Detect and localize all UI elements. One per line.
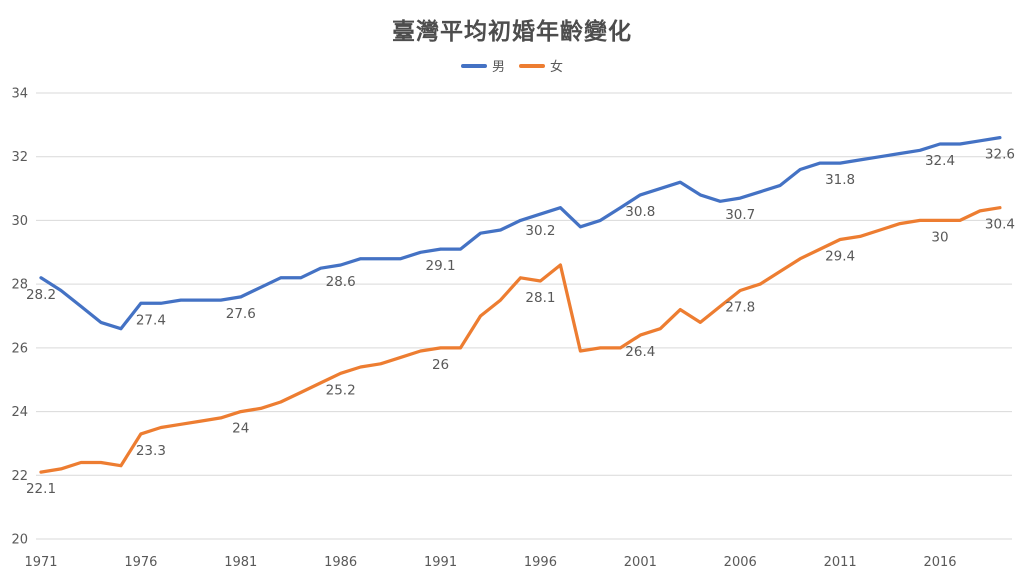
data-label-male-2006: 30.7	[725, 207, 755, 223]
male-series-swatch-icon	[460, 63, 487, 68]
y-tick-label: 26	[11, 341, 28, 356]
x-tick-label: 2016	[923, 555, 956, 570]
y-tick-label: 28	[11, 278, 28, 293]
data-label-male-1981: 27.6	[226, 306, 256, 322]
x-tick-label: 2001	[624, 555, 657, 570]
legend-label-male: 男	[491, 60, 505, 75]
y-tick-label: 20	[11, 533, 28, 548]
y-tick-label: 34	[11, 87, 28, 102]
legend-label-female: 女	[550, 60, 564, 75]
series-line-male	[39, 135, 1002, 331]
x-tick-label: 1986	[324, 555, 357, 570]
legend-item-male: 男	[460, 56, 505, 75]
data-label-female-1991: 26	[432, 357, 449, 373]
data-label-male-1976: 27.4	[136, 312, 166, 328]
data-label-female-2019: 30.4	[985, 217, 1015, 233]
x-tick-label: 2011	[824, 555, 857, 570]
x-tick-label: 1996	[524, 555, 557, 570]
y-tick-label: 22	[11, 469, 28, 484]
data-label-male-2011: 31.8	[825, 172, 855, 188]
data-label-female-1996: 28.1	[525, 290, 555, 306]
y-tick-label: 32	[11, 150, 28, 165]
female-series-swatch-icon	[519, 63, 545, 68]
data-label-female-2006: 27.8	[725, 300, 755, 316]
x-tick-label: 2006	[724, 555, 757, 570]
data-label-male-1971: 28.2	[26, 287, 56, 303]
x-tick-label: 1976	[124, 555, 157, 570]
x-tick-label: 1981	[224, 555, 257, 570]
data-label-male-1986: 28.6	[326, 274, 356, 290]
data-label-female-2016: 30	[931, 229, 948, 245]
chart-title: 臺灣平均初婚年齡變化	[392, 19, 632, 45]
x-tick-label: 1971	[24, 555, 57, 570]
series-line-female	[39, 206, 1002, 474]
legend-item-female: 女	[519, 56, 563, 75]
data-label-male-2016: 32.4	[925, 153, 955, 169]
data-label-male-1991: 29.1	[426, 258, 456, 274]
y-tick-label: 24	[11, 405, 28, 420]
legend: 男 女	[0, 56, 1024, 75]
x-tick-label: 1991	[424, 555, 457, 570]
y-tick-label: 30	[11, 214, 28, 229]
data-label-male-1996: 30.2	[525, 223, 555, 239]
data-label-male-2001: 30.8	[625, 204, 655, 220]
data-label-female-1981: 24	[232, 421, 249, 437]
data-label-female-1976: 23.3	[136, 443, 166, 459]
data-label-female-2011: 29.4	[825, 249, 855, 265]
data-label-male-2019: 32.6	[985, 147, 1015, 163]
data-label-female-1971: 22.1	[26, 481, 56, 497]
data-label-female-1986: 25.2	[326, 382, 356, 398]
data-label-female-2001: 26.4	[625, 344, 655, 360]
